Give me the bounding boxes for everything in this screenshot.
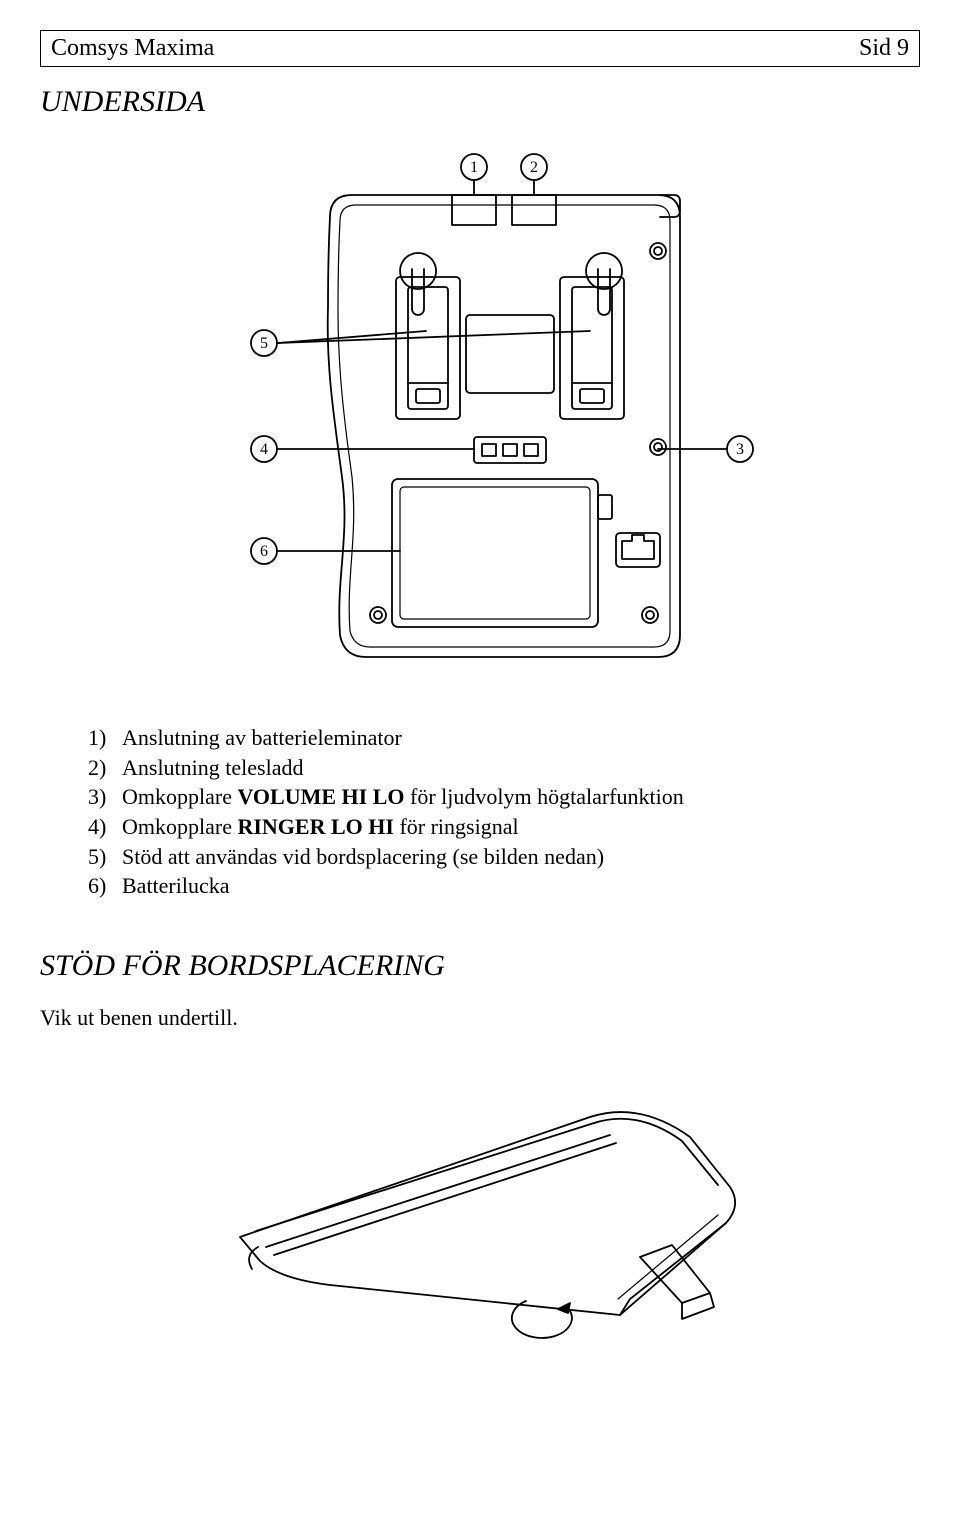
device-perspective-diagram — [40, 1047, 920, 1347]
callout-2: 2 — [530, 159, 538, 176]
section2-body: Vik ut benen undertill. — [40, 1005, 920, 1031]
callout-4: 4 — [260, 441, 268, 458]
page-header: Comsys Maxima Sid 9 — [40, 30, 920, 67]
list-item: 4) Omkopplare RINGER LO HI för ringsigna… — [88, 812, 920, 842]
list-item: 3) Omkopplare VOLUME HI LO för ljudvolym… — [88, 782, 920, 812]
list-item: 6) Batterilucka — [88, 871, 920, 901]
device-underside-diagram: 1 2 3 4 5 6 — [40, 137, 920, 697]
list-num: 1) — [88, 723, 122, 753]
callout-5: 5 — [260, 335, 268, 352]
perspective-svg — [170, 1047, 790, 1347]
list-num: 6) — [88, 871, 122, 901]
list-num: 5) — [88, 842, 122, 872]
list-num: 3) — [88, 782, 122, 812]
parts-list: 1) Anslutning av batterieleminator 2) An… — [88, 723, 920, 901]
section-title-undersida: UNDERSIDA — [40, 85, 920, 119]
callout-6: 6 — [260, 543, 268, 560]
list-num: 4) — [88, 812, 122, 842]
list-item: 1) Anslutning av batterieleminator — [88, 723, 920, 753]
list-num: 2) — [88, 753, 122, 783]
list-item: 2) Anslutning telesladd — [88, 753, 920, 783]
underside-svg: 1 2 3 4 5 6 — [160, 137, 800, 697]
callout-3: 3 — [736, 441, 744, 458]
list-item: 5) Stöd att användas vid bordsplacering … — [88, 842, 920, 872]
header-left: Comsys Maxima — [51, 35, 214, 62]
section-title-stand: STÖD FÖR BORDSPLACERING — [40, 949, 920, 983]
callout-1: 1 — [470, 159, 478, 176]
header-right: Sid 9 — [859, 35, 909, 62]
